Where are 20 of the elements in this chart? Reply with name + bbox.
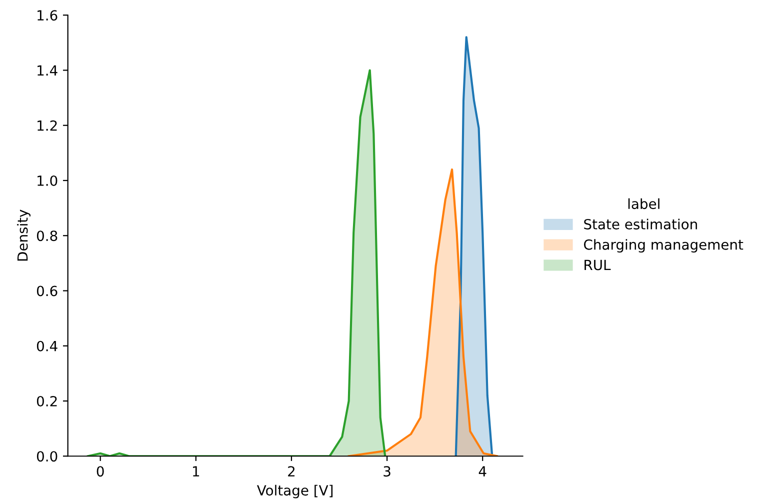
x-tick-label: 3 [384, 466, 390, 477]
x-tick-label: 0 [96, 466, 104, 477]
y-tick-label: 0.0 [36, 451, 58, 462]
x-tick-label: 4 [478, 466, 486, 476]
y-tick-label: 0.8 [36, 230, 58, 242]
y-tick-label: 1.4 [38, 65, 58, 76]
y-tick-label: 0.4 [36, 340, 58, 352]
y-tick-label: 1.2 [38, 120, 57, 131]
y-tick-label: 1.0 [38, 175, 58, 186]
legend-label: Charging management [584, 239, 744, 253]
legend-label: State estimation [584, 218, 697, 230]
y-tick-label: 0.2 [36, 396, 57, 406]
x-axis-title: Voltage [V] [256, 484, 333, 498]
legend-title: label [628, 198, 660, 210]
y-axis-title: Density [17, 210, 30, 261]
y-tick-label: 0.6 [36, 286, 58, 296]
y-tick-label: 1.6 [38, 10, 58, 21]
legend-label: RUL [584, 260, 611, 270]
x-tick-label: 1 [193, 466, 200, 476]
x-tick-label: 2 [288, 466, 294, 476]
